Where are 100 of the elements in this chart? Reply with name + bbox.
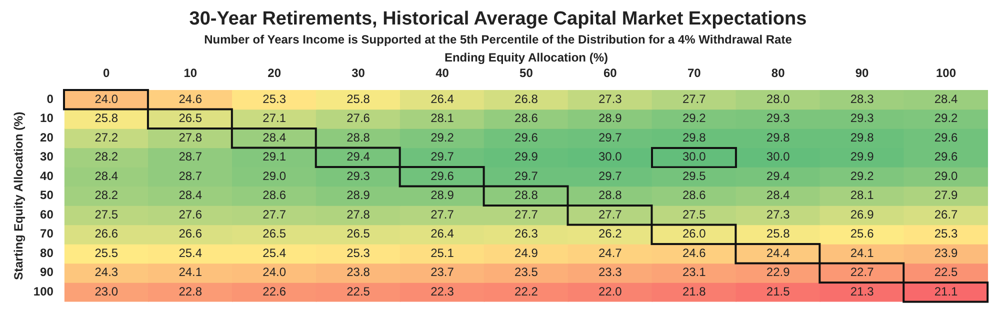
data-label: 27.7 (682, 92, 706, 106)
data-label: 29.0 (262, 168, 286, 183)
y-axis-title: Starting Equity Allocation (%) (12, 112, 26, 280)
data-label: 27.5 (94, 207, 118, 222)
x-tick-label: 30 (352, 66, 366, 80)
data-label: 28.4 (178, 188, 202, 202)
data-label: 28.9 (346, 188, 370, 202)
x-tick-label: 10 (184, 66, 198, 80)
data-label: 26.6 (94, 226, 118, 241)
data-label: 26.9 (850, 207, 874, 222)
data-label: 29.0 (934, 168, 958, 183)
data-label: 29.8 (850, 130, 874, 144)
data-label: 27.7 (430, 207, 454, 222)
data-label: 25.1 (430, 246, 454, 260)
data-label: 23.1 (682, 265, 706, 280)
data-label: 28.9 (598, 111, 622, 126)
data-label: 26.4 (430, 226, 454, 241)
data-label: 22.5 (346, 284, 370, 298)
data-label: 29.6 (934, 150, 958, 164)
data-label: 27.6 (178, 207, 202, 222)
data-label: 25.5 (94, 246, 118, 260)
data-label: 22.5 (934, 265, 958, 280)
data-label: 28.4 (94, 168, 118, 183)
data-label: 21.8 (682, 284, 706, 298)
data-label: 25.3 (262, 92, 286, 106)
data-label: 29.2 (850, 168, 874, 183)
data-label: 29.9 (514, 150, 538, 164)
data-label: 29.3 (850, 111, 874, 126)
data-label: 27.1 (262, 111, 286, 126)
x-tick-label: 40 (436, 66, 450, 80)
data-label: 23.9 (934, 246, 958, 260)
data-label: 28.6 (262, 188, 286, 202)
data-label: 29.9 (850, 150, 874, 164)
data-label: 28.8 (346, 130, 370, 144)
y-tick-label: 30 (40, 150, 54, 164)
x-tick-label: 60 (603, 66, 618, 80)
data-label: 23.5 (514, 265, 538, 280)
data-label: 23.0 (94, 284, 118, 298)
data-label: 29.6 (514, 130, 538, 144)
data-label: 28.1 (430, 111, 454, 126)
data-label: 22.9 (766, 265, 790, 280)
x-axis-title: Ending Equity Allocation (%) (444, 50, 608, 65)
data-label: 28.8 (514, 188, 538, 202)
data-label: 27.5 (682, 207, 706, 222)
data-label: 22.8 (178, 284, 202, 298)
data-label: 27.7 (598, 207, 622, 222)
data-label: 28.8 (598, 188, 622, 202)
x-tick-label: 80 (771, 66, 786, 80)
data-label: 22.7 (850, 265, 874, 280)
data-label: 23.7 (430, 265, 454, 280)
chart-subtitle: Number of Years Income is Supported at the 5th Percentile of the Distribution for a 4% Withdrawal Rate (204, 32, 792, 46)
data-label: 27.2 (94, 130, 118, 144)
data-label: 28.9 (430, 188, 454, 202)
data-label: 28.7 (178, 168, 202, 183)
data-label: 29.2 (934, 111, 958, 126)
data-label: 27.6 (346, 111, 370, 126)
x-tick-label: 90 (855, 66, 870, 80)
data-label: 26.5 (346, 226, 370, 241)
data-label: 28.2 (94, 150, 118, 164)
data-label: 24.3 (94, 265, 118, 280)
data-label: 21.5 (766, 284, 790, 298)
data-label: 24.1 (178, 265, 202, 280)
y-tick-label: 70 (40, 226, 54, 241)
data-label: 29.7 (514, 168, 538, 183)
x-tick-label: 0 (103, 66, 110, 80)
data-label: 28.1 (850, 188, 874, 202)
data-label: 21.1 (934, 284, 958, 298)
y-tick-label: 40 (40, 168, 54, 183)
data-label: 30.0 (766, 150, 790, 164)
data-label: 26.7 (934, 207, 958, 222)
data-label: 23.8 (346, 265, 370, 280)
data-label: 29.3 (766, 111, 790, 126)
data-label: 25.4 (178, 246, 202, 260)
data-label: 24.0 (94, 92, 118, 106)
x-tick-label: 70 (687, 66, 702, 80)
data-label: 27.3 (598, 92, 622, 106)
data-label: 24.6 (682, 246, 706, 260)
data-label: 29.2 (682, 111, 706, 126)
x-tick-label: 100 (936, 66, 956, 80)
data-label: 28.2 (94, 188, 118, 202)
data-label: 29.5 (682, 168, 706, 183)
data-label: 24.4 (766, 246, 790, 260)
data-label: 26.0 (682, 226, 706, 241)
data-label: 26.6 (178, 226, 202, 241)
data-label: 28.0 (766, 92, 790, 106)
y-tick-label: 50 (40, 188, 54, 202)
y-tick-label: 10 (40, 111, 54, 126)
data-label: 22.0 (598, 284, 622, 298)
data-label: 29.7 (598, 168, 622, 183)
x-tick-label: 50 (520, 66, 534, 80)
data-label: 25.4 (262, 246, 286, 260)
data-label: 25.8 (766, 226, 790, 241)
data-label: 24.7 (598, 246, 622, 260)
y-tick-label: 80 (40, 246, 54, 260)
data-label: 27.3 (766, 207, 790, 222)
data-label: 24.9 (514, 246, 538, 260)
data-label: 26.3 (514, 226, 538, 241)
data-label: 29.1 (262, 150, 286, 164)
y-tick-label: 100 (33, 284, 54, 298)
y-tick-label: 60 (40, 207, 54, 222)
